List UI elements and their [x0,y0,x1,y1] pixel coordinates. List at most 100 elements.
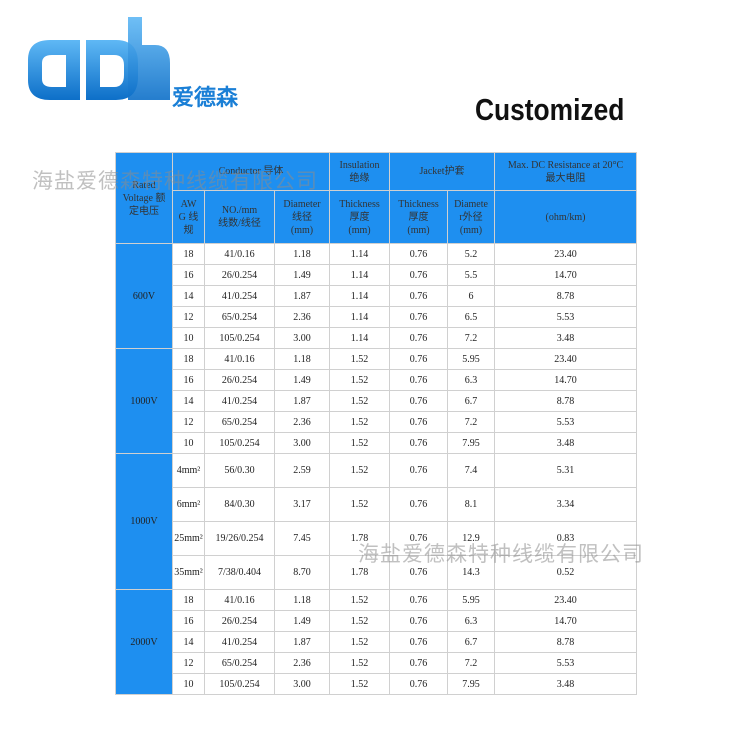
table-row: 600V 18 41/0.16 1.18 1.14 0.76 5.2 23.40 [115,243,637,349]
table-cell: 0.76 [389,306,448,328]
table-cell: 5.31 [494,453,637,488]
table-row: 12 65/0.254 2.36 1.52 0.76 7.2 5.53 [116,411,637,433]
table-cell: 5.2 [447,243,495,265]
table-cell: 26/0.254 [204,369,275,391]
table-cell: 6.5 [447,306,495,328]
table-cell: 5.53 [494,411,637,433]
table-row: 1000V 18 41/0.16 1.18 1.52 0.76 5.95 23.40 [115,348,637,454]
table-cell: 1.52 [329,673,390,695]
table-cell: 3.00 [274,432,330,454]
table-cell: 7.95 [447,432,495,454]
table-cell: 0.76 [389,673,448,695]
table-cell: 18 [172,243,205,265]
table-cell: 56/0.30 [204,453,275,488]
table-cell: 0.76 [389,589,448,611]
table-cell: 1.87 [274,285,330,307]
table-cell: 8.78 [494,285,637,307]
table-cell: 5.53 [494,306,637,328]
table-cell: 1.52 [329,390,390,412]
logo [28,17,170,100]
table-cell: 1.52 [329,610,390,632]
table-cell: 8.1 [447,487,495,522]
table-cell: 41/0.254 [204,390,275,412]
table-cell: 26/0.254 [204,610,275,632]
table-cell: 0.76 [389,369,448,391]
table-cell: 0.76 [389,610,448,632]
table-cell: 7.45 [274,521,330,556]
table-cell: 19/26/0.254 [204,521,275,556]
table-cell: 6.3 [447,610,495,632]
table-cell: 1.52 [329,348,390,370]
table-cell: 8.70 [274,555,330,590]
header-cell: Jacket护套 [389,152,495,191]
table-cell: 1.18 [274,589,330,611]
table-row: 10 105/0.254 3.00 1.14 0.76 7.2 3.48 [116,327,637,349]
table-row: 25mm² 19/26/0.254 7.45 1.78 0.76 12.9 0.83 [116,521,637,556]
table-row: 16 26/0.254 1.49 1.52 0.76 6.3 14.70 [116,610,637,632]
table-cell: 105/0.254 [204,432,275,454]
table-cell: 14.70 [494,264,637,286]
table-cell: 14.70 [494,610,637,632]
table-row: 14 41/0.254 1.87 1.52 0.76 6.7 8.78 [116,390,637,412]
table-cell: 6.7 [447,390,495,412]
table-cell: 14 [172,285,205,307]
table-cell: 7/38/0.404 [204,555,275,590]
voltage-cell: 1000V [115,348,173,454]
table-cell: 14 [172,390,205,412]
table-cell: 1.52 [329,432,390,454]
watermark: 海盐爱德森特种线缆有限公司 [358,542,644,566]
headline: Customized [475,92,625,127]
table-cell: 18 [172,589,205,611]
table-cell: 12 [172,411,205,433]
table-cell: 6.7 [447,631,495,653]
table-cell: 14.70 [494,369,637,391]
table-cell: 14.3 [447,555,495,590]
table-cell: 1.49 [274,610,330,632]
header-cell: Thickness 厚度 (mm) [329,190,390,244]
table-cell: 2.36 [274,306,330,328]
table-cell: 105/0.254 [204,327,275,349]
table-cell: 23.40 [494,243,637,265]
table-cell: 16 [172,264,205,286]
table-cell: 7.4 [447,453,495,488]
header-cell: (ohm/km) [494,190,637,244]
table-cell: 5.5 [447,264,495,286]
table-row: 12 65/0.254 2.36 1.52 0.76 7.2 5.53 [116,652,637,674]
table-cell: 1.14 [329,285,390,307]
table-row: 10 105/0.254 3.00 1.52 0.76 7.95 3.48 [116,673,637,695]
table-cell: 0.76 [389,453,448,488]
table-cell: 0.76 [389,285,448,307]
table-cell: 7.2 [447,411,495,433]
table-cell: 0.76 [389,432,448,454]
table-cell: 65/0.254 [204,411,275,433]
table-cell: 0.76 [389,555,448,590]
table-cell: 25mm² [172,521,205,556]
table-cell: 3.00 [274,673,330,695]
table-cell: 0.76 [389,264,448,286]
table-cell: 7.95 [447,673,495,695]
table-cell: 2.36 [274,652,330,674]
table-cell: 6mm² [172,487,205,522]
header-cell: AW G 线 规 [172,190,205,244]
table-cell: 8.78 [494,631,637,653]
table-cell: 1.52 [329,652,390,674]
table-row: 6mm² 84/0.30 3.17 1.52 0.76 8.1 3.34 [116,487,637,522]
table-cell: 1.52 [329,487,390,522]
table-cell: 7.2 [447,327,495,349]
table-row: 1000V 4mm² 56/0.30 2.59 1.52 0.76 7.4 5.31 [115,453,637,590]
table-cell: 41/0.16 [204,243,275,265]
table-cell: 4mm² [172,453,205,488]
table-cell: 6.3 [447,369,495,391]
table-cell: 0.76 [389,348,448,370]
table-row: 12 65/0.254 2.36 1.14 0.76 6.5 5.53 [116,306,637,328]
table-cell: 18 [172,348,205,370]
table-cell: 35mm² [172,555,205,590]
table-cell: 1.49 [274,264,330,286]
table-cell: 105/0.254 [204,673,275,695]
table-cell: 65/0.254 [204,306,275,328]
header-cell: Rated Voltage 额 定电压 [115,152,173,244]
table-cell: 1.14 [329,243,390,265]
header-cell: Diamete r外径 (mm) [447,190,495,244]
table-cell: 10 [172,673,205,695]
